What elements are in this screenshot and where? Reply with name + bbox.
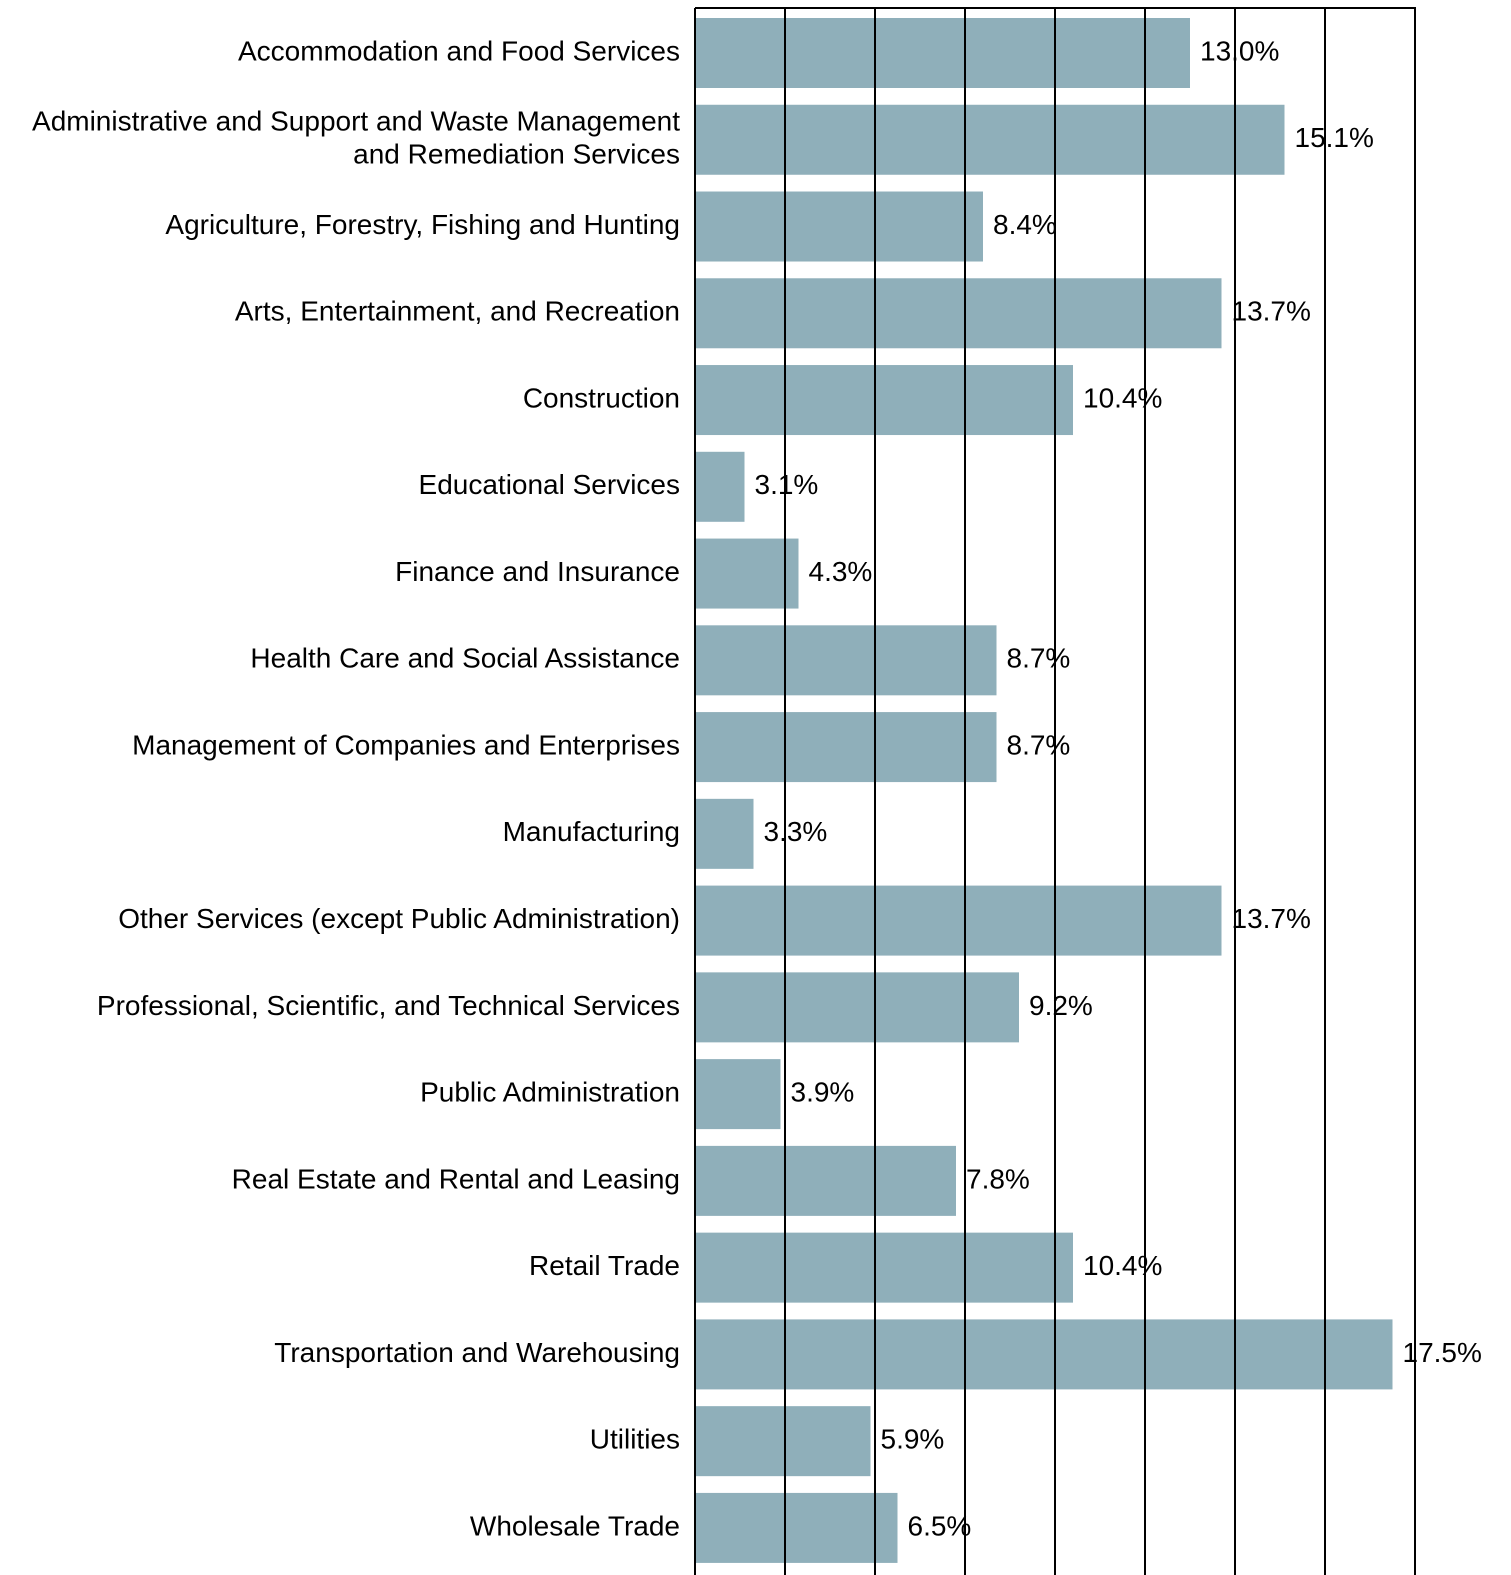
category-label: Accommodation and Food Services — [238, 35, 680, 66]
category-label: Educational Services — [419, 469, 680, 500]
value-label: 4.3% — [809, 556, 873, 587]
category-label: Health Care and Social Assistance — [250, 643, 680, 674]
value-label: 13.7% — [1232, 296, 1311, 327]
bar — [695, 538, 799, 609]
bar — [695, 1232, 1073, 1303]
category-label: Utilities — [590, 1424, 680, 1455]
bar — [695, 798, 754, 869]
value-label: 5.9% — [881, 1424, 945, 1455]
value-label: 3.9% — [791, 1077, 855, 1108]
value-label: 13.0% — [1200, 35, 1279, 66]
value-label: 3.1% — [755, 469, 819, 500]
bar — [695, 1406, 871, 1477]
value-label: 13.7% — [1232, 903, 1311, 934]
bar — [695, 885, 1222, 956]
bar — [695, 278, 1222, 349]
value-label: 7.8% — [966, 1163, 1030, 1194]
value-label: 9.2% — [1029, 990, 1093, 1021]
bar — [695, 972, 1019, 1043]
category-label: Professional, Scientific, and Technical … — [97, 990, 680, 1021]
value-label: 8.7% — [1007, 643, 1071, 674]
category-label: Management of Companies and Enterprises — [132, 729, 680, 760]
bar — [695, 625, 997, 696]
category-label: Other Services (except Public Administra… — [118, 903, 680, 934]
value-label: 3.3% — [764, 816, 828, 847]
value-label: 17.5% — [1403, 1337, 1482, 1368]
bar — [695, 191, 983, 262]
bar — [695, 451, 745, 522]
bar — [695, 1145, 956, 1216]
value-label: 8.4% — [993, 209, 1057, 240]
bar — [695, 712, 997, 783]
bar — [695, 365, 1073, 436]
category-label: Real Estate and Rental and Leasing — [232, 1163, 680, 1194]
category-label: Manufacturing — [503, 816, 680, 847]
value-label: 15.1% — [1295, 122, 1374, 153]
category-label: Finance and Insurance — [395, 556, 680, 587]
category-label: Public Administration — [420, 1077, 680, 1108]
category-label: Arts, Entertainment, and Recreation — [235, 296, 680, 327]
bar — [695, 1319, 1393, 1390]
bar — [695, 1059, 781, 1130]
bar — [695, 1492, 898, 1563]
category-label: Administrative and Support and Waste Man… — [32, 106, 680, 170]
value-label: 10.4% — [1083, 382, 1162, 413]
category-label: Agriculture, Forestry, Fishing and Hunti… — [165, 209, 680, 240]
category-label: Construction — [523, 382, 680, 413]
category-label: Transportation and Warehousing — [274, 1337, 680, 1368]
bar — [695, 104, 1285, 175]
category-label: Retail Trade — [529, 1250, 680, 1281]
value-label: 10.4% — [1083, 1250, 1162, 1281]
value-label: 6.5% — [908, 1510, 972, 1541]
category-label: Wholesale Trade — [470, 1510, 680, 1541]
value-label: 8.7% — [1007, 729, 1071, 760]
bar — [695, 18, 1190, 88]
